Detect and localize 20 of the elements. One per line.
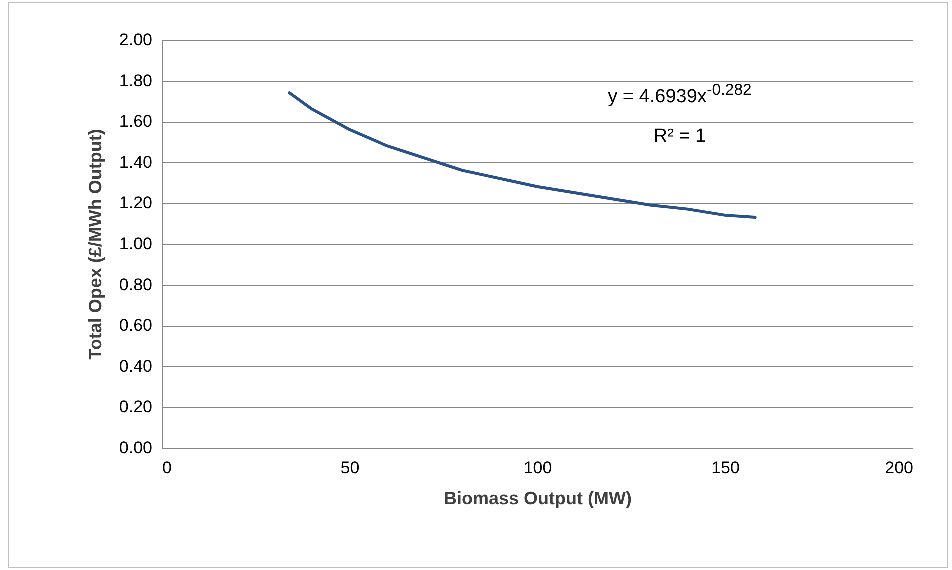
x-tick-label: 200 <box>885 458 914 478</box>
y-tick-label: 0.20 <box>119 398 152 417</box>
y-tick-label: 1.20 <box>119 194 152 213</box>
y-tick-label: 1.60 <box>119 112 152 132</box>
x-tick-label: 50 <box>340 458 360 478</box>
y-tick-label: 1.00 <box>119 234 152 254</box>
y-tick-label: 0.00 <box>119 438 152 458</box>
annotation: y = 4.6939x$^{-0.282}$ <box>607 82 753 108</box>
y-tick-label: 1.40 <box>119 152 152 172</box>
y-tick-label: 0.80 <box>119 275 152 294</box>
x-tick-label: 100 <box>524 458 552 478</box>
y-tick-label: 0.40 <box>119 356 152 376</box>
y-tick-label: 0.60 <box>119 316 152 336</box>
annotation: R² = 1 <box>652 126 708 148</box>
y-tick-label: 2.00 <box>119 30 152 50</box>
x-tick-label: 150 <box>712 458 740 478</box>
y-tick-label: 1.80 <box>119 71 152 90</box>
x-tick-label: 0 <box>162 458 172 478</box>
x-axis-title: Biomass Output (MW) <box>444 488 632 508</box>
y-axis-title: Total Opex (£/MWh Output) <box>85 129 106 360</box>
